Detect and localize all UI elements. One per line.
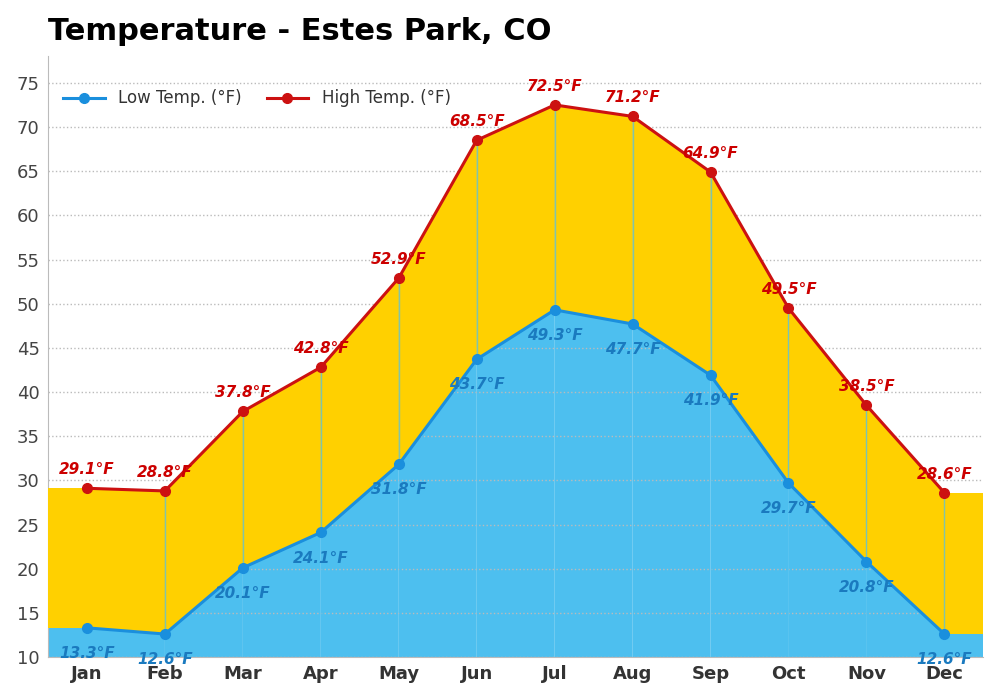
High Temp. (°F)	[81, 484, 93, 493]
Polygon shape	[711, 172, 788, 483]
Text: 52.9°F: 52.9°F	[371, 252, 427, 267]
Low Temp. (°F)	[938, 630, 950, 638]
Polygon shape	[165, 412, 243, 634]
High Temp. (°F)	[393, 274, 405, 282]
Text: 71.2°F: 71.2°F	[605, 90, 660, 105]
Polygon shape	[165, 412, 243, 700]
Polygon shape	[321, 278, 399, 700]
Low Temp. (°F)	[471, 355, 483, 363]
High Temp. (°F)	[237, 407, 249, 416]
High Temp. (°F)	[860, 401, 872, 410]
Low Temp. (°F)	[627, 320, 639, 328]
High Temp. (°F)	[159, 486, 171, 495]
Polygon shape	[944, 493, 983, 634]
Text: Temperature - Estes Park, CO: Temperature - Estes Park, CO	[48, 17, 552, 46]
Line: Low Temp. (°F): Low Temp. (°F)	[82, 305, 949, 639]
Polygon shape	[243, 368, 321, 700]
Polygon shape	[944, 493, 983, 700]
Polygon shape	[633, 116, 711, 375]
Polygon shape	[477, 105, 555, 359]
High Temp. (°F)	[705, 168, 717, 176]
Polygon shape	[555, 105, 633, 324]
High Temp. (°F)	[549, 101, 561, 109]
Low Temp. (°F)	[782, 479, 794, 487]
Text: 68.5°F: 68.5°F	[449, 114, 505, 129]
Text: 24.1°F: 24.1°F	[293, 550, 349, 566]
Polygon shape	[788, 308, 866, 561]
Text: 13.3°F: 13.3°F	[59, 646, 115, 661]
Line: High Temp. (°F): High Temp. (°F)	[82, 100, 949, 498]
Polygon shape	[399, 140, 477, 464]
Polygon shape	[48, 489, 87, 700]
Polygon shape	[633, 116, 711, 700]
Text: 38.5°F: 38.5°F	[839, 379, 894, 394]
Text: 20.8°F: 20.8°F	[839, 580, 894, 595]
High Temp. (°F)	[627, 112, 639, 120]
High Temp. (°F)	[315, 363, 327, 372]
Text: 72.5°F: 72.5°F	[527, 79, 582, 94]
High Temp. (°F)	[782, 304, 794, 312]
Text: 28.6°F: 28.6°F	[917, 467, 972, 482]
Text: 47.7°F: 47.7°F	[605, 342, 660, 357]
Text: 12.6°F: 12.6°F	[137, 652, 193, 667]
Text: 42.8°F: 42.8°F	[293, 341, 349, 356]
Polygon shape	[711, 172, 788, 700]
Text: 28.8°F: 28.8°F	[137, 465, 193, 480]
Polygon shape	[48, 489, 87, 628]
Polygon shape	[788, 308, 866, 700]
Low Temp. (°F)	[159, 630, 171, 638]
Polygon shape	[477, 105, 555, 700]
Polygon shape	[321, 278, 399, 533]
Low Temp. (°F)	[81, 624, 93, 632]
Polygon shape	[555, 105, 633, 700]
Polygon shape	[866, 405, 944, 700]
Text: 31.8°F: 31.8°F	[371, 482, 427, 498]
Text: 29.7°F: 29.7°F	[761, 501, 816, 516]
Polygon shape	[243, 368, 321, 568]
Low Temp. (°F)	[237, 564, 249, 572]
Polygon shape	[866, 405, 944, 634]
Text: 49.3°F: 49.3°F	[527, 328, 582, 343]
Text: 49.5°F: 49.5°F	[761, 282, 816, 297]
Low Temp. (°F)	[393, 460, 405, 468]
Text: 29.1°F: 29.1°F	[59, 462, 115, 477]
Polygon shape	[399, 140, 477, 700]
Text: 20.1°F: 20.1°F	[215, 586, 271, 601]
Text: 41.9°F: 41.9°F	[683, 393, 738, 408]
Text: 64.9°F: 64.9°F	[683, 146, 738, 161]
Text: 43.7°F: 43.7°F	[449, 377, 505, 393]
Low Temp. (°F)	[705, 371, 717, 379]
Text: 12.6°F: 12.6°F	[917, 652, 972, 667]
Polygon shape	[87, 489, 165, 700]
Low Temp. (°F)	[860, 557, 872, 566]
Low Temp. (°F)	[315, 528, 327, 537]
Text: 37.8°F: 37.8°F	[215, 385, 271, 400]
Polygon shape	[87, 489, 165, 634]
Legend: Low Temp. (°F), High Temp. (°F): Low Temp. (°F), High Temp. (°F)	[56, 83, 457, 114]
High Temp. (°F)	[471, 136, 483, 144]
High Temp. (°F)	[938, 489, 950, 497]
Low Temp. (°F)	[549, 306, 561, 314]
